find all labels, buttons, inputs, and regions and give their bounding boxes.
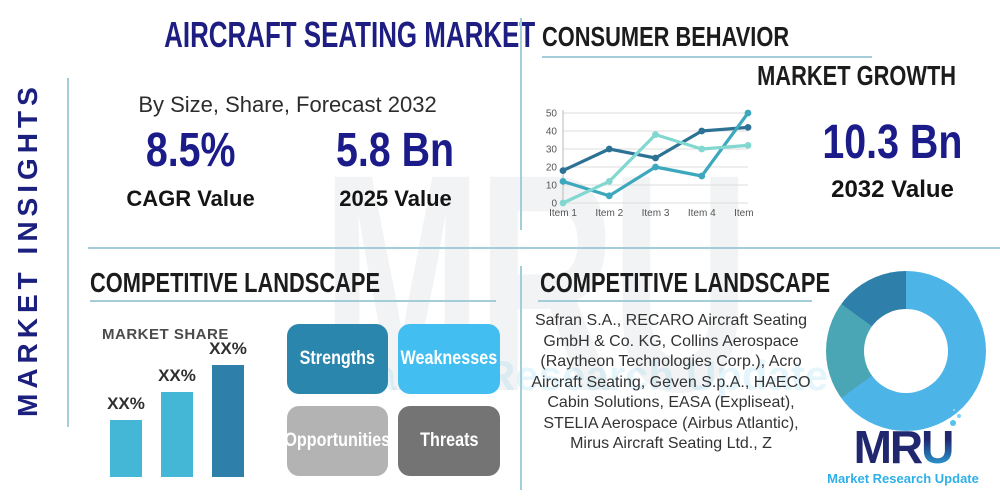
company-list: Safran S.A., RECARO Aircraft Seating Gmb… xyxy=(531,312,811,452)
sidebar-divider-line xyxy=(67,78,69,427)
teal-series-point xyxy=(559,178,567,185)
watermark-logo-text: MRU xyxy=(322,109,750,456)
sidebar-vertical-title: MARKET INSIGHTS xyxy=(12,82,43,418)
mru-logo-tagline: Market Research Update xyxy=(827,471,979,486)
swot-weaknesses-box: Weaknesses xyxy=(398,324,500,394)
consumer-behavior-line-chart: 0 10 20 30 40 50 Item 1 Item 2 Item 3 Item 4 Item … xyxy=(546,109,756,220)
donut-hole xyxy=(864,309,948,393)
market-share-bar-chart: XX% XX% XX% xyxy=(105,339,265,477)
light-cyan-series-point xyxy=(605,178,613,185)
dark-blue-series-point xyxy=(605,145,613,153)
svg-text:Item 1: Item 1 xyxy=(549,208,577,219)
competitive-landscape-left-heading: COMPETITIVE LANDSCAPE xyxy=(90,267,381,298)
page-subtitle: By Size, Share, Forecast 2032 xyxy=(138,92,437,117)
market-share-donut-chart xyxy=(826,271,986,431)
cagr-label: CAGR Value xyxy=(126,186,255,212)
light-cyan-series-point xyxy=(559,199,567,207)
teal-series-point xyxy=(652,163,659,171)
2032-value: 10.3 Bn xyxy=(822,116,963,169)
svg-text:30: 30 xyxy=(546,145,558,156)
bar-value-label: XX% xyxy=(209,339,247,358)
stat-2025: 5.8 Bn 2025 Value xyxy=(303,124,488,212)
market-share-bar xyxy=(110,420,142,477)
teal-series-point xyxy=(605,192,613,200)
dark-blue-series-point xyxy=(698,127,706,135)
cagr-value: 8.5% xyxy=(145,124,236,177)
svg-text:Item 2: Item 2 xyxy=(595,208,623,219)
competitive-landscape-right-heading: COMPETITIVE LANDSCAPE xyxy=(540,267,831,298)
svg-text:Item 5: Item 5 xyxy=(734,208,756,219)
market-share-label: MARKET SHARE xyxy=(102,326,229,343)
swot-threats-box: Threats xyxy=(398,406,500,476)
competitive-landscape-right-underline xyxy=(538,300,812,302)
svg-text:Item 4: Item 4 xyxy=(688,208,716,219)
middle-divider-line xyxy=(88,247,1000,249)
page-title: AIRCRAFT SEATING MARKET xyxy=(92,14,535,56)
svg-text:0: 0 xyxy=(551,199,557,210)
svg-text:Item 3: Item 3 xyxy=(642,208,670,219)
svg-text:10: 10 xyxy=(546,181,558,192)
swot-opportunities-box: Opportunities xyxy=(285,406,390,476)
svg-text:50: 50 xyxy=(546,109,558,120)
consumer-behavior-heading: CONSUMER BEHAVIOR xyxy=(542,21,790,52)
bar-value-label: XX% xyxy=(158,366,196,385)
2032-label: 2032 Value xyxy=(831,176,954,204)
market-share-bar xyxy=(212,365,244,477)
consumer-behavior-underline xyxy=(542,56,872,58)
teal-series-point xyxy=(698,172,706,180)
2025-value: 5.8 Bn xyxy=(336,124,455,177)
mru-logo: MRU xyxy=(847,420,959,470)
svg-text:40: 40 xyxy=(546,127,558,138)
dark-blue-series-point xyxy=(652,154,659,162)
2025-label: 2025 Value xyxy=(339,186,452,212)
bar-value-label: XX% xyxy=(107,394,145,413)
competitive-landscape-left-underline xyxy=(90,300,496,302)
dark-blue-series-point xyxy=(559,167,567,174)
teal-series xyxy=(561,111,750,198)
logo-bubbles-icon xyxy=(950,420,957,426)
market-growth-heading: MARKET GROWTH xyxy=(757,60,956,91)
bottom-right-divider-line xyxy=(520,266,522,490)
light-cyan-series-point xyxy=(744,142,752,149)
market-share-bar xyxy=(161,392,193,477)
swot-strengths-box: Strengths xyxy=(287,324,388,394)
page-title-text: AIRCRAFT SEATING MARKET xyxy=(164,14,536,55)
mru-logo-text: MRU xyxy=(854,420,957,470)
dark-blue-series-point xyxy=(744,124,752,131)
light-cyan-series-point xyxy=(652,131,659,138)
top-right-divider-line xyxy=(520,18,522,230)
light-cyan-series-point xyxy=(698,145,706,153)
stat-2032: 10.3 Bn 2032 Value xyxy=(790,116,995,204)
teal-series-point xyxy=(744,109,752,117)
stat-cagr: 8.5% CAGR Value xyxy=(98,124,283,212)
svg-text:20: 20 xyxy=(546,163,558,174)
swot-grid: Strengths Weaknesses Opportunities Threa… xyxy=(285,324,500,476)
